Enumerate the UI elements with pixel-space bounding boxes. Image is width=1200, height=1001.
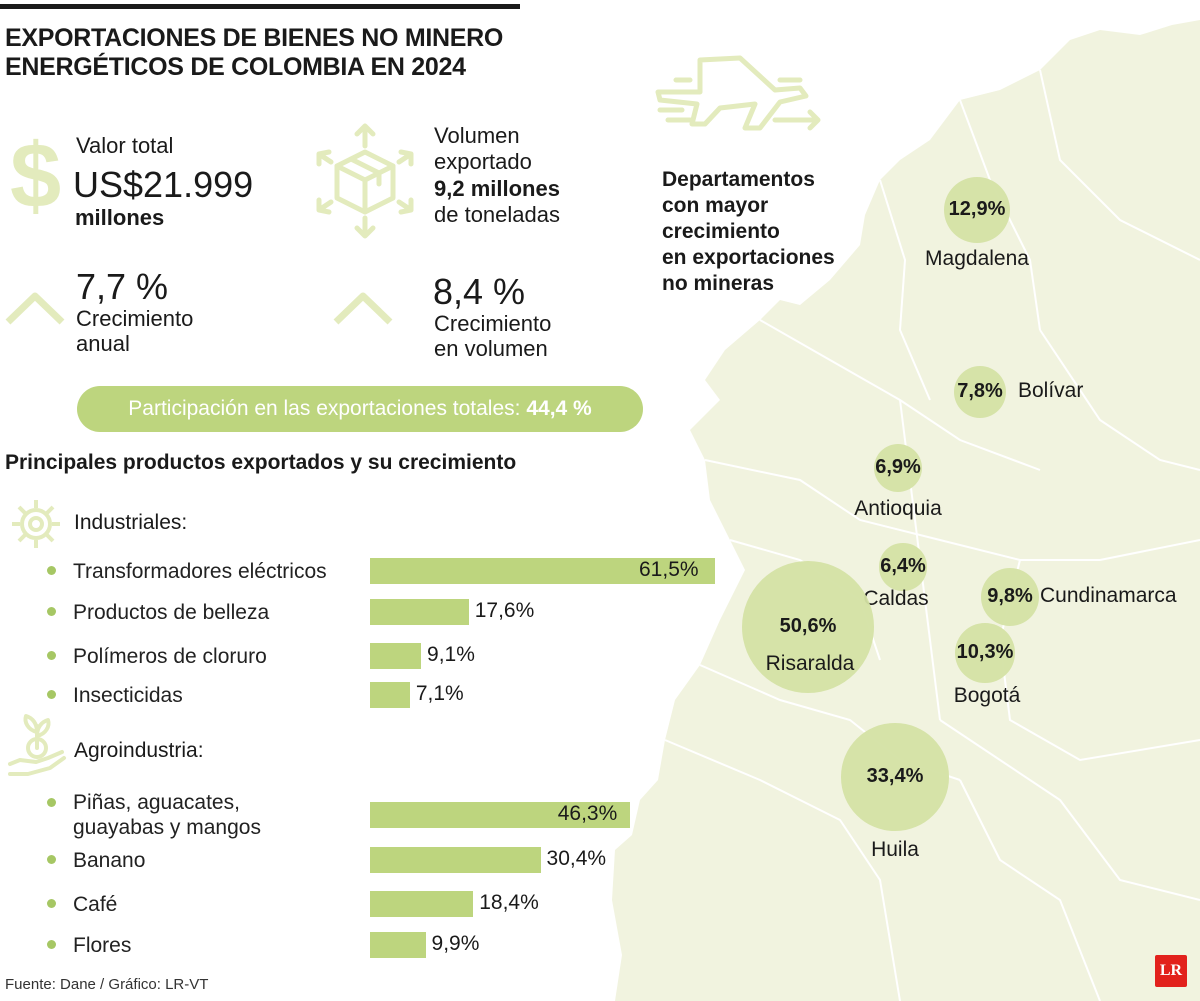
gear-icon [12, 500, 60, 548]
department-name-label: Antioquia [854, 497, 942, 520]
department-bubble [943, 176, 1011, 244]
growth-label-2: anual [76, 331, 130, 356]
total-label: Valor total [76, 133, 174, 158]
product-value-label: 7,1% [415, 682, 464, 705]
bullet-dot [47, 940, 56, 949]
total-unit: millones [75, 205, 165, 230]
bullet-dot [47, 651, 56, 660]
department-name-label: Caldas [863, 587, 929, 610]
product-bar [370, 643, 422, 669]
department-value-label: 12,9% [948, 198, 1006, 220]
bullet-dot [47, 899, 56, 908]
product-value-label: 46,3% [557, 802, 618, 825]
growth-value: 7,7 % [76, 266, 169, 307]
total-value: US$21.999 [73, 164, 254, 205]
product-label: Banano [73, 848, 146, 872]
volume-growth-value: 8,4 % [433, 271, 526, 312]
source-note: Fuente: Dane / Gráfico: LR-VT [5, 976, 209, 993]
department-value-label: 33,4% [866, 765, 924, 787]
product-label: Flores [73, 933, 132, 957]
department-bubble [841, 723, 949, 831]
airplane-icon [655, 55, 821, 131]
bullet-dot [47, 607, 56, 616]
product-label: Café [73, 892, 118, 916]
map-title: Departamentos con mayor crecimiento en e… [662, 168, 835, 295]
product-bar [370, 802, 630, 828]
product-bar [370, 932, 426, 958]
department-value-label: 50,6% [779, 615, 837, 637]
chevron-up-icon [333, 292, 393, 325]
bullet-dot [47, 566, 56, 575]
volume-label-1: Volumen [434, 123, 520, 148]
bullet-dot [47, 855, 56, 864]
department-value-label: 6,9% [875, 456, 921, 478]
chevron-up-icon [5, 292, 65, 325]
department-name-label: Huila [871, 838, 919, 861]
department-bubble [873, 443, 923, 493]
product-label: Transformadores eléctricos [73, 559, 327, 583]
plant-hand-icon [8, 714, 66, 776]
volume-unit: de toneladas [434, 202, 560, 227]
product-bar [370, 558, 715, 584]
department-bubble [980, 567, 1040, 627]
package-icon [316, 123, 414, 239]
share-pill: Participación en las exportaciones total… [77, 386, 643, 432]
department-bubble [879, 543, 927, 591]
department-name-label: Risaralda [765, 652, 855, 675]
department-bubble [954, 366, 1006, 418]
volume-growth-label-1: Crecimiento [434, 311, 552, 336]
department-value-label: 6,4% [880, 555, 926, 577]
share-label: Participación en las exportaciones total… [128, 397, 521, 420]
volume-value: 9,2 millones [434, 176, 560, 201]
map-land [612, 20, 1200, 1001]
product-label: Insecticidas [73, 683, 183, 707]
product-label: Polímeros de cloruro [73, 644, 267, 668]
product-value-label: 30,4% [546, 847, 607, 870]
product-bar [370, 682, 410, 708]
department-name-label: Bogotá [953, 684, 1021, 707]
bullet-dot [47, 798, 56, 807]
product-bar [370, 847, 541, 873]
department-value-label: 7,8% [957, 380, 1003, 402]
department-bubble [741, 560, 875, 694]
product-value-label: 9,1% [427, 643, 475, 666]
group-agroindustria: Agroindustria: [74, 739, 204, 762]
department-value-label: 9,8% [987, 585, 1033, 607]
product-bar [370, 891, 474, 917]
department-value-label: 10,3% [956, 641, 1014, 663]
volume-label-2: exportado [434, 149, 532, 174]
lr-logo: LR [1155, 955, 1187, 987]
bullet-dot [47, 690, 56, 699]
share-value: 44,4 % [526, 397, 592, 420]
product-value-label: 9,9% [431, 932, 480, 955]
volume-growth-label-2: en volumen [434, 336, 548, 361]
growth-label-1: Crecimiento [76, 306, 194, 331]
department-name-label: Cundinamarca [1040, 584, 1177, 607]
dollar-icon: $ [10, 125, 62, 227]
department-name-label: Bolívar [1018, 379, 1084, 402]
product-value-label: 17,6% [474, 599, 535, 622]
product-value-label: 61,5% [639, 558, 699, 581]
department-bubble [955, 623, 1015, 683]
product-label: Piñas, aguacates, [73, 791, 240, 814]
page-title: EXPORTACIONES DE BIENES NO MINERO ENERGÉ… [5, 24, 504, 81]
product-label: Productos de belleza [73, 600, 270, 624]
top-rule [0, 4, 520, 9]
product-label: guayabas y mangos [73, 816, 261, 839]
product-bar [370, 599, 469, 625]
group-industriales: Industriales: [74, 511, 188, 534]
product-value-label: 18,4% [479, 891, 539, 914]
products-title: Principales productos exportados y su cr… [5, 451, 517, 474]
department-name-label: Magdalena [925, 247, 1029, 270]
